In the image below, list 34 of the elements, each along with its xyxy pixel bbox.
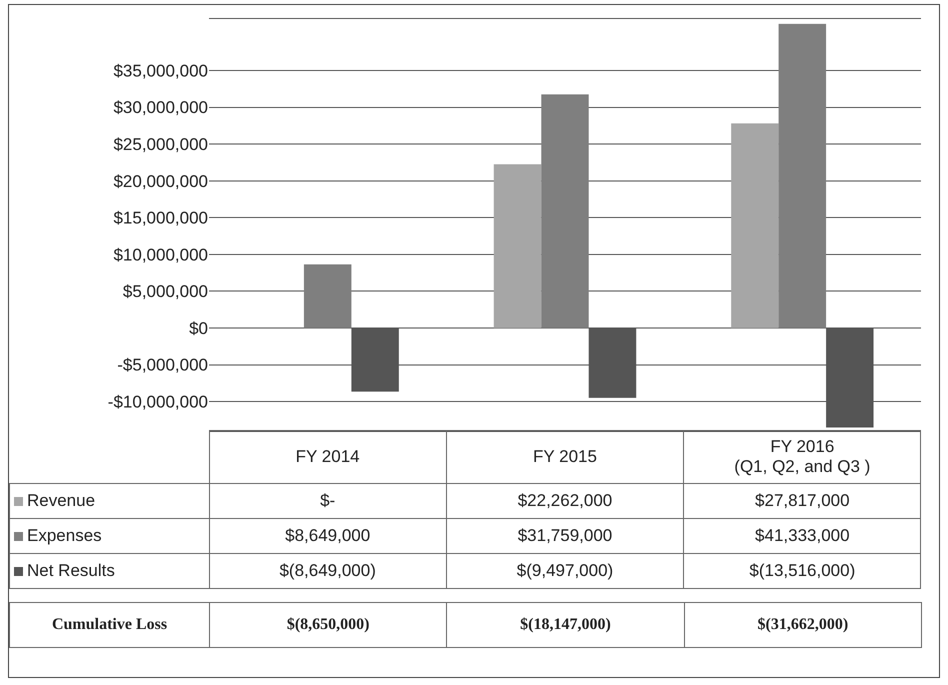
data-label: $41,333,000	[684, 518, 921, 554]
bar	[541, 94, 589, 328]
data-label: $8,649,000	[209, 518, 446, 554]
text: $(8,650,000)	[210, 602, 447, 648]
x-tick-label: FY 2014	[209, 430, 446, 484]
y-tick-label: $20,000,000	[113, 172, 208, 191]
x-tick-label: FY 2016 (Q1, Q2, and Q3 )	[684, 430, 921, 484]
data-label: $(9,497,000)	[446, 554, 684, 588]
y-tick-label: $25,000,000	[113, 135, 208, 154]
y-tick-label: $15,000,000	[113, 208, 208, 228]
text: Cumulative Loss	[10, 602, 210, 648]
data-label: $(8,649,000)	[209, 554, 446, 588]
text: $(31,662,000)	[684, 602, 922, 648]
bar	[304, 264, 352, 328]
y-tick-label: $0	[189, 318, 208, 338]
data-label: $31,759,000	[446, 518, 684, 554]
bar	[778, 24, 826, 328]
data-label: $22,262,000	[446, 484, 684, 518]
legend-label: Expenses	[10, 518, 209, 554]
x-tick-label: FY 2015	[446, 430, 684, 484]
legend-label: Net Results	[10, 554, 209, 588]
data-label: $-	[209, 484, 446, 518]
y-tick-label: -$5,000,000	[117, 356, 208, 375]
data-label: $27,817,000	[684, 484, 921, 518]
y-tick-label: -$10,000,000	[108, 392, 208, 412]
y-tick-label: $35,000,000	[113, 61, 208, 80]
legend-label: Revenue	[10, 484, 209, 518]
bar	[731, 123, 779, 328]
bar	[494, 164, 542, 328]
text: $(18,147,000)	[446, 602, 684, 648]
y-tick-label: $5,000,000	[122, 282, 208, 302]
data-label: $(13,516,000)	[684, 554, 921, 588]
y-tick-label: $30,000,000	[113, 98, 208, 118]
y-tick-label: $10,000,000	[113, 245, 208, 264]
